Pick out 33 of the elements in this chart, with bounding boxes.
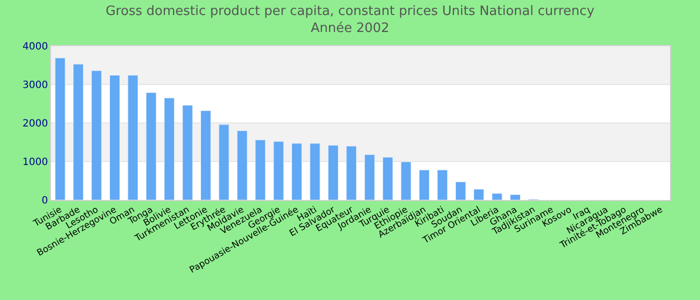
bar: [218, 124, 230, 200]
y-tick-label: 3000: [22, 80, 48, 91]
bar: [437, 170, 448, 200]
bar: [474, 188, 484, 200]
bar: [364, 154, 375, 200]
bar: [328, 145, 338, 200]
bar: [236, 130, 248, 200]
y-tick-label: 1000: [22, 157, 48, 168]
bar: [273, 141, 284, 200]
chart-title: Gross domestic product per capita, constant prices Units National currency: [106, 4, 595, 19]
bar: [182, 105, 193, 200]
bar: [418, 170, 430, 200]
bar: [510, 194, 521, 200]
y-tick-label: 0: [42, 196, 48, 206]
bar: [346, 146, 357, 200]
bar: [128, 75, 138, 200]
bar: [73, 64, 84, 200]
bar: [310, 143, 320, 200]
bar: [200, 110, 212, 200]
bar: [54, 58, 66, 200]
bar: [292, 143, 302, 200]
bar: [109, 75, 120, 200]
bar: [400, 162, 412, 200]
y-tick-label: 2000: [22, 118, 48, 130]
y-tick-label: 4000: [22, 42, 48, 52]
chart-subtitle: Année 2002: [310, 20, 390, 36]
bar: [164, 98, 175, 200]
bar: [492, 193, 502, 200]
bar: [382, 157, 394, 200]
bar: [255, 140, 266, 200]
bar: [91, 70, 102, 200]
bar: [146, 92, 156, 200]
bar: [455, 182, 466, 200]
